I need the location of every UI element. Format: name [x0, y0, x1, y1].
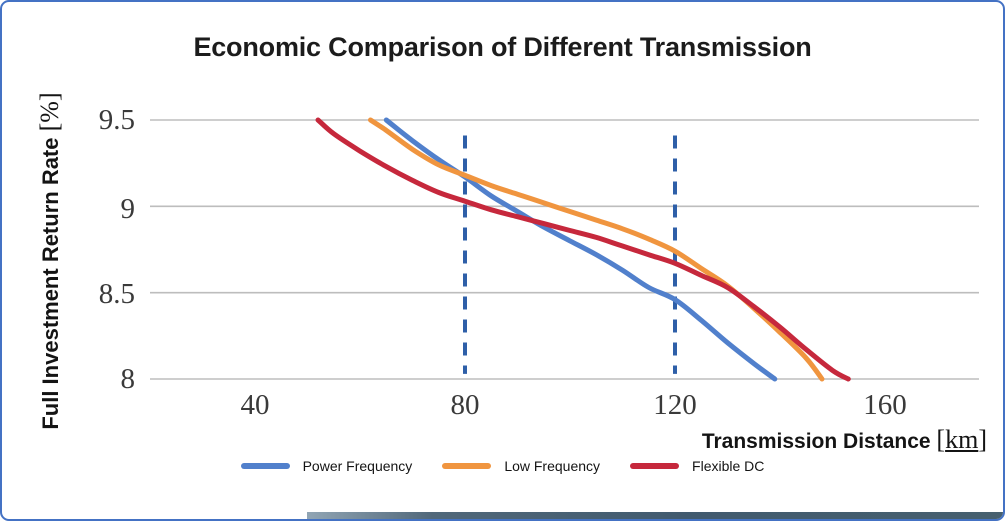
flexible-dc-swatch-icon: [630, 463, 680, 469]
background-window-edge: [307, 512, 1003, 519]
low-frequency-swatch-icon: [442, 463, 492, 469]
legend-label: Power Frequency: [302, 458, 413, 474]
x-tick-160: 160: [863, 389, 907, 421]
y-tick-9-5: 9.5: [98, 104, 135, 136]
series-power-frequency: [383, 117, 778, 382]
x-tick-80: 80: [450, 389, 480, 421]
x-axis-title: Transmission Distance [km]: [702, 425, 987, 455]
power-frequency-swatch-icon: [240, 463, 290, 469]
legend-item-flexible-dc: Flexible DC: [630, 458, 764, 474]
legend-item-power-frequency: Power Frequency: [240, 458, 413, 474]
y-tick-9: 9: [120, 193, 136, 225]
x-axis-unit: [km]: [936, 425, 987, 454]
legend: Power Frequency Low Frequency Flexible D…: [2, 458, 1003, 474]
x-axis-title-text: Transmission Distance: [701, 430, 931, 453]
chart-title: Economic Comparison of Different Transmi…: [193, 32, 812, 62]
legend-label: Flexible DC: [692, 458, 765, 474]
y-tick-8-5: 8.5: [98, 278, 135, 310]
legend-item-low-frequency: Low Frequency: [442, 458, 600, 474]
x-tick-120: 120: [653, 389, 697, 421]
y-tick-8: 8: [120, 363, 136, 395]
x-tick-40: 40: [240, 389, 270, 421]
series-flexible-dc: [315, 117, 851, 382]
legend-label: Low Frequency: [504, 458, 601, 474]
